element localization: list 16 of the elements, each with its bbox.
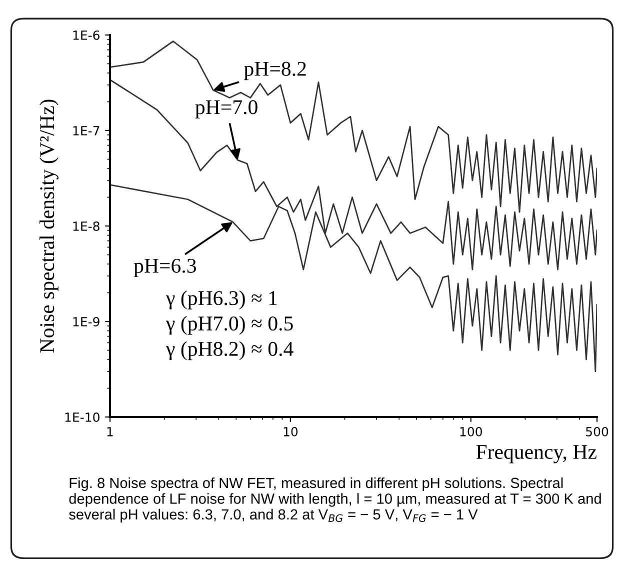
annotation: pH=8.2: [244, 62, 306, 80]
y-tick-label: 1E-6: [73, 30, 100, 40]
annotation: pH=7.0: [195, 100, 258, 118]
y-tick-label: 1E-8: [73, 221, 100, 231]
y-axis-title: Noise spectral density (V²/Hz): [40, 100, 58, 353]
y-tick-label: 1E-7: [73, 126, 100, 136]
caption: Fig. 8 Noise spectra of NW FET, measured in different pH solutions. Spectral dependence of LF noise for NW with length, l = 10 µm, measured at T = 300 K and several pH values: 6.3, 7.0, and 8.2 at V$_{BG}$ = − 5 V, V$_{FG}$ = − 1 V: [69, 477, 601, 522]
x-tick-label: 500: [586, 426, 608, 436]
x-axis-title: Frequency, Hz: [476, 445, 596, 464]
x-tick-label: 100: [460, 426, 482, 436]
y-tick-label: 1E-10: [65, 412, 100, 422]
x-tick-label: 1: [107, 427, 113, 436]
annotation: pH=6.3: [134, 258, 196, 278]
y-tick-label: 1E-9: [73, 316, 100, 326]
annotation: γ (pH6.3) ≈ 1 γ (pH7.0) ≈ 0.5 γ (pH8.2) ≈ 0.4: [166, 290, 294, 360]
x-tick-label: 10: [284, 426, 298, 436]
